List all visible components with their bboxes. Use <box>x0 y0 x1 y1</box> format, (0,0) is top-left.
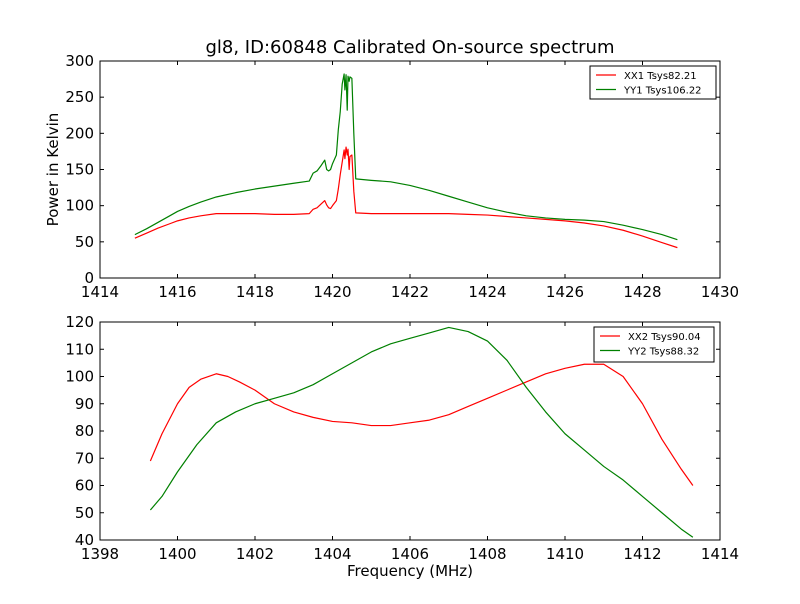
y-tick-label: 0 <box>84 269 94 287</box>
x-tick-label: 1402 <box>236 545 274 563</box>
y-tick-label: 40 <box>75 531 94 549</box>
y-tick-label: 110 <box>65 340 94 358</box>
x-tick-label: 1428 <box>623 283 661 301</box>
y-tick-label: 300 <box>65 52 94 70</box>
y-tick-label: 80 <box>75 422 94 440</box>
y-tick-label: 150 <box>65 161 94 179</box>
y-tick-label: 120 <box>65 313 94 331</box>
x-tick-label: 1398 <box>81 545 119 563</box>
legend: XX2 Tsys90.04 YY2 Tsys88.32 <box>593 326 715 363</box>
top-panel: 1414 1416 1418 1420 1422 1424 1426 1428 1430 0 50 1… <box>44 52 739 301</box>
x-tick-label: 1406 <box>391 545 429 563</box>
x-tick-label: 1400 <box>158 545 196 563</box>
x-tick-label: 1410 <box>546 545 584 563</box>
legend-box <box>593 326 715 363</box>
x-tick-label: 1416 <box>158 283 196 301</box>
x-tick-label: 1422 <box>391 283 429 301</box>
x-tick-label: 1414 <box>81 283 119 301</box>
x-tick-label: 1426 <box>546 283 584 301</box>
x-tick-label: 1404 <box>313 545 351 563</box>
y-axis-label: Power in Kelvin <box>44 113 62 227</box>
x-tick-label: 1412 <box>623 545 661 563</box>
x-tick-label: 1420 <box>313 283 351 301</box>
x-tick-label: 1424 <box>468 283 506 301</box>
x-tick-label: 1414 <box>701 545 739 563</box>
legend-label: YY1 Tsys106.22 <box>623 86 702 97</box>
y-tick-label: 250 <box>65 88 94 106</box>
x-tick-label: 1430 <box>701 283 739 301</box>
y-tick-label: 200 <box>65 124 94 142</box>
series-line-2-1 <box>149 363 694 486</box>
series-line-2-2 <box>149 326 694 538</box>
x-tick-label: 1418 <box>236 283 274 301</box>
series-line-1-2 <box>134 73 678 241</box>
x-axis-label: Frequency (MHz) <box>347 562 473 580</box>
x-tick-label: 1408 <box>468 545 506 563</box>
y-tick-label: 60 <box>75 477 94 495</box>
y-tick-label: 100 <box>65 197 94 215</box>
bottom-panel: 1398 1400 1402 1404 1406 1408 1410 1412 1414 40 50… <box>65 313 739 580</box>
y-tick-label: 50 <box>75 504 94 522</box>
legend-label: XX2 Tsys90.04 <box>628 332 701 343</box>
legend-label: YY2 Tsys88.32 <box>627 347 699 358</box>
legend-label: XX1 Tsys82.21 <box>624 71 697 82</box>
y-tick-label: 90 <box>75 395 94 413</box>
y-tick-label: 50 <box>75 233 94 251</box>
legend-box <box>589 65 717 100</box>
y-tick-label: 100 <box>65 368 94 386</box>
series-line-1-1 <box>134 146 678 249</box>
chart-title: gl8, ID:60848 Calibrated On-source spect… <box>205 37 614 58</box>
y-tick-label: 70 <box>75 449 94 467</box>
legend: XX1 Tsys82.21 YY1 Tsys106.22 <box>589 65 717 100</box>
